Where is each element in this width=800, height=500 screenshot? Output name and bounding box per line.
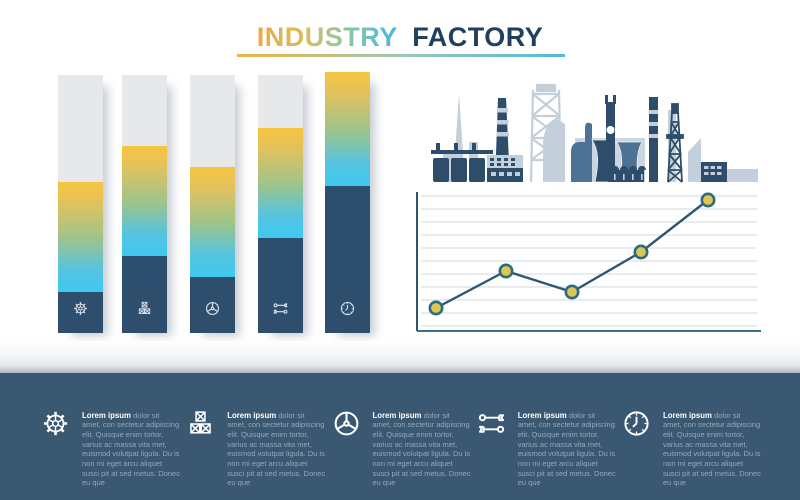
crates-icon — [122, 300, 167, 322]
footer-heading: Lorem ipsum — [82, 410, 131, 420]
bar-solid-segment — [258, 237, 303, 333]
bar-gradient-segment — [58, 182, 103, 292]
footer-text: Lorem ipsum dolor sit amet, con sectetur… — [227, 411, 325, 493]
title-word-factory: FACTORY — [412, 22, 544, 52]
page-edge-shadow — [0, 341, 800, 373]
wrench-icon — [258, 300, 303, 322]
footer-heading: Lorem ipsum — [227, 410, 277, 420]
chart-dot — [700, 192, 716, 208]
chart-dot — [564, 284, 580, 300]
bar-empty-segment — [190, 75, 235, 168]
gear-icon — [40, 408, 73, 500]
bar-column-steering-wheel — [190, 75, 235, 333]
footer-item-crates: Lorem ipsum dolor sit amet, con sectetur… — [185, 403, 326, 500]
footer-text: Lorem ipsum dolor sit amet, con sectetur… — [518, 411, 616, 493]
gear-icon — [58, 300, 103, 322]
bar-gradient-segment — [258, 127, 303, 238]
factory-illustration — [431, 83, 758, 183]
footer-item-wrench: Lorem ipsum dolor sit amet, con sectetur… — [476, 403, 617, 500]
footer-heading: Lorem ipsum — [663, 410, 712, 420]
footer-body: dolor sit amet, con sectetur adipiscing … — [663, 410, 761, 488]
footer-item-steering-wheel: Lorem ipsum dolor sit amet, con sectetur… — [331, 403, 472, 500]
bar-gradient-segment — [122, 145, 167, 256]
title-underline — [237, 54, 565, 57]
bar-solid-segment — [325, 186, 370, 333]
bar-column-clock — [325, 72, 370, 333]
footer-heading: Lorem ipsum — [517, 410, 567, 420]
bar-gradient-segment — [190, 167, 235, 277]
footer-panel: Lorem ipsum dolor sit amet, con sectetur… — [0, 373, 800, 500]
footer-text: Lorem ipsum dolor sit amet, con sectetur… — [373, 411, 471, 493]
bar-column-crates — [122, 75, 167, 333]
bar-solid-segment — [122, 255, 167, 333]
clock-icon — [621, 408, 654, 500]
footer-item-clock: Lorem ipsum dolor sit amet, con sectetur… — [621, 403, 762, 500]
page-title: INDUSTRY FACTORY — [0, 24, 800, 51]
footer-item-gear: Lorem ipsum dolor sit amet, con sectetur… — [40, 403, 181, 500]
bar-empty-segment — [258, 75, 303, 128]
footer-body: dolor sit amet, con sectetur adipiscing … — [82, 410, 180, 488]
bar-empty-segment — [122, 75, 167, 146]
chart-dot — [498, 263, 514, 279]
wrench-icon — [476, 408, 509, 500]
bar-solid-segment — [58, 291, 103, 333]
bar-column-wrench — [258, 75, 303, 333]
footer-heading: Lorem ipsum — [372, 410, 422, 420]
chart-dot — [428, 300, 444, 316]
bar-gradient-segment — [325, 72, 370, 187]
footer-text: Lorem ipsum dolor sit amet, con sectetur… — [82, 411, 180, 493]
footer-text: Lorem ipsum dolor sit amet, con sectetur… — [663, 411, 761, 493]
bar-empty-segment — [58, 75, 103, 183]
chart-dot — [633, 244, 649, 260]
clock-icon — [325, 300, 370, 322]
crates-icon — [185, 408, 218, 500]
chart-gridlines — [421, 195, 757, 327]
bar-solid-segment — [190, 277, 235, 333]
chart-data-points — [428, 192, 716, 316]
footer-body: dolor sit amet, con sectetur adipiscing … — [227, 410, 326, 488]
bar-column-gear — [58, 75, 103, 333]
trend-line-chart — [416, 192, 761, 332]
footer-body: dolor sit amet, con sectetur adipiscing … — [517, 410, 616, 488]
steering-wheel-icon — [190, 300, 235, 322]
steering-wheel-icon — [331, 408, 364, 500]
title-word-industry: INDUSTRY — [256, 22, 398, 52]
footer-body: dolor sit amet, con sectetur adipiscing … — [372, 410, 471, 488]
